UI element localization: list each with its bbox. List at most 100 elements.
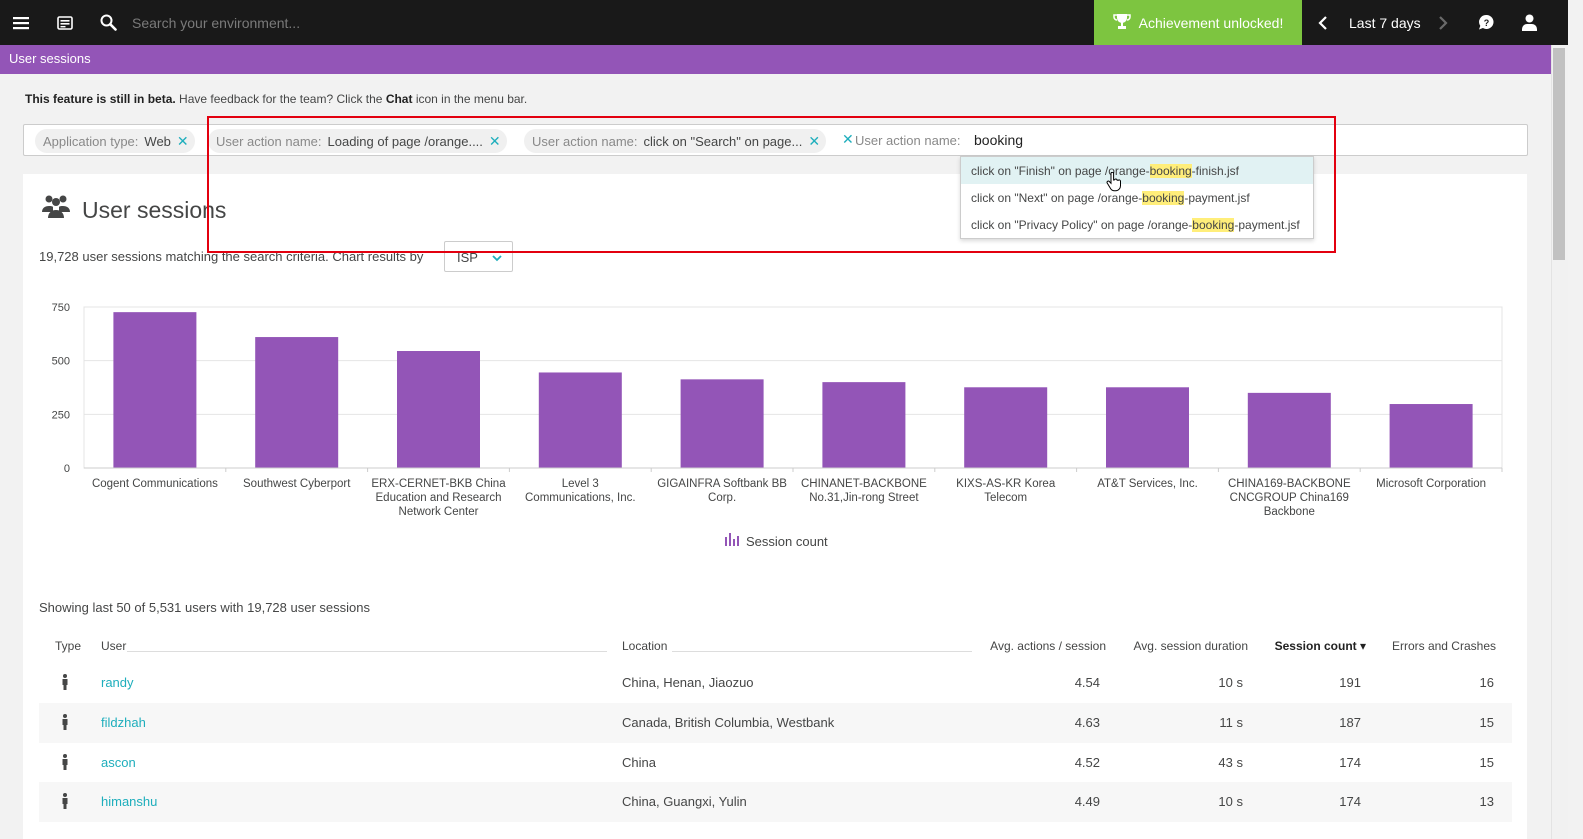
- y-tick-label: 250: [52, 409, 70, 421]
- filter-chip-value: click on "Search" on page...: [643, 133, 803, 149]
- chart-legend[interactable]: Session count: [725, 533, 828, 549]
- user-profile-icon[interactable]: [1518, 0, 1540, 45]
- search-input[interactable]: [130, 10, 630, 36]
- x-tick-label: Cogent Communications: [92, 478, 218, 490]
- suggestion-suffix: -payment.jsf: [1184, 190, 1250, 205]
- menu-icon[interactable]: [8, 0, 34, 45]
- avg-duration-cell: 43 s: [1218, 755, 1243, 770]
- suggestion-prefix: click on "Finish" on page /orange-: [971, 163, 1150, 178]
- x-tick-label: CNCGROUP China169: [1230, 492, 1349, 504]
- header-divider: [127, 651, 607, 652]
- beta-notice-text-end: icon in the menu bar.: [412, 92, 528, 106]
- filter-bar[interactable]: Application type: Web ✕ User action name…: [23, 124, 1528, 156]
- x-tick-label: AT&T Services, Inc.: [1097, 478, 1198, 490]
- table-summary: Showing last 50 of 5,531 users with 19,7…: [39, 600, 370, 615]
- suggestion-match: booking: [1192, 217, 1235, 232]
- suggestion-match: booking: [1149, 163, 1192, 178]
- location-cell: Canada, British Columbia, Westbank: [622, 715, 835, 730]
- column-header-location[interactable]: Location: [622, 639, 668, 653]
- bar-chart-icon: [725, 533, 740, 549]
- bar: [538, 372, 622, 468]
- filter-chip-user-action-loading: User action name: Loading of page /orang…: [208, 129, 507, 153]
- column-header-session-count[interactable]: Session count ▾: [1274, 639, 1366, 653]
- filter-chip-key: User action name:: [532, 133, 638, 149]
- avg-actions-cell: 4.52: [1074, 755, 1100, 770]
- dashboard-icon[interactable]: [52, 0, 78, 45]
- x-tick-label: No.31,Jin-rong Street: [809, 492, 919, 504]
- user-link[interactable]: randy: [101, 675, 134, 690]
- bar: [822, 382, 906, 468]
- person-icon: [61, 714, 69, 733]
- x-tick-label: CHINA169-BACKBONE: [1228, 478, 1351, 490]
- suggestion-item[interactable]: click on "Next" on page /orange-booking -…: [961, 184, 1313, 211]
- table-row: ascon China 4.52 43 s 174 15: [39, 743, 1512, 783]
- location-cell: China, Guangxi, Yulin: [622, 794, 747, 809]
- filter-value-input[interactable]: [972, 131, 1172, 149]
- column-header-avg-duration[interactable]: Avg. session duration: [1133, 639, 1248, 653]
- avg-actions-cell: 4.49: [1074, 794, 1100, 809]
- filter-chip-value: Loading of page /orange....: [327, 133, 483, 149]
- user-link[interactable]: fildzhah: [101, 715, 146, 730]
- user-link[interactable]: ascon: [101, 755, 136, 770]
- x-tick-label: Telecom: [984, 492, 1027, 504]
- filter-chip-value: Web: [144, 133, 171, 149]
- top-bar: Achievement unlocked! Last 7 days ?: [0, 0, 1568, 45]
- suggestion-item[interactable]: click on "Privacy Policy" on page /orang…: [961, 211, 1313, 238]
- location-cell: China, Henan, Jiaozuo: [622, 675, 754, 690]
- x-tick-label: ERX-CERNET-BKB China: [371, 478, 506, 490]
- avg-actions-cell: 4.63: [1074, 715, 1100, 730]
- beta-notice-bold: This feature is still in beta.: [25, 92, 176, 106]
- x-tick-label: Level 3: [562, 478, 599, 490]
- chat-icon[interactable]: ?: [1474, 0, 1498, 45]
- chevron-right-icon[interactable]: [1432, 0, 1454, 45]
- location-cell: China: [622, 755, 656, 770]
- chevron-down-icon: [492, 250, 502, 265]
- errors-cell: 15: [1479, 755, 1494, 770]
- clear-active-filter-icon[interactable]: ✕: [842, 131, 854, 147]
- person-icon: [61, 793, 69, 812]
- session-count-cell: 187: [1339, 715, 1361, 730]
- scrollbar-thumb[interactable]: [1553, 48, 1565, 260]
- x-tick-label: KIXS-AS-KR Korea: [956, 478, 1056, 490]
- remove-filter-icon[interactable]: ✕: [488, 132, 501, 149]
- session-count-cell: 174: [1339, 755, 1361, 770]
- table-row: randy China, Henan, Jiaozuo 4.54 10 s 19…: [39, 663, 1512, 703]
- column-header-errors[interactable]: Errors and Crashes: [1391, 639, 1496, 653]
- bar: [680, 379, 764, 468]
- timeframe-selector[interactable]: Last 7 days: [1349, 15, 1421, 31]
- achievement-label: Achievement unlocked!: [1138, 14, 1284, 31]
- suggestion-suffix: -finish.jsf: [1191, 163, 1240, 178]
- bar: [1247, 392, 1331, 468]
- user-link[interactable]: himanshu: [101, 794, 158, 809]
- achievement-button[interactable]: Achievement unlocked!: [1094, 0, 1302, 45]
- suggestion-dropdown: click on "Finish" on page /orange-bookin…: [960, 156, 1314, 239]
- column-header-user[interactable]: User: [101, 639, 127, 653]
- panel-title: User sessions: [82, 197, 227, 223]
- search-icon: [96, 0, 120, 45]
- y-tick-label: 0: [64, 463, 70, 475]
- page-header: User sessions: [0, 45, 1551, 74]
- x-tick-label: Southwest Cyberport: [243, 478, 351, 490]
- beta-notice-text: Have feedback for the team? Click the: [175, 92, 386, 106]
- bar: [1389, 404, 1473, 468]
- x-tick-label: CHINANET-BACKBONE: [801, 478, 927, 490]
- filter-chip-user-action-search: User action name: click on "Search" on p…: [524, 129, 827, 153]
- column-header-avg-actions[interactable]: Avg. actions / session: [990, 639, 1106, 653]
- session-count-chart: 750 500 250 0 Cogent Communications Southwest…: [52, 302, 1503, 518]
- active-filter-key: User action name:: [855, 133, 961, 148]
- suggestion-prefix: click on "Privacy Policy" on page /orang…: [971, 217, 1193, 232]
- chart-by-value: ISP: [457, 250, 478, 265]
- person-icon: [61, 754, 69, 773]
- column-header-type[interactable]: Type: [55, 639, 82, 653]
- chevron-left-icon[interactable]: [1312, 0, 1334, 45]
- errors-cell: 15: [1479, 715, 1494, 730]
- remove-filter-icon[interactable]: ✕: [808, 132, 821, 149]
- hand-cursor-icon: [1106, 171, 1122, 195]
- x-tick-label: Communications, Inc.: [525, 492, 636, 504]
- chart-by-select[interactable]: ISP: [444, 241, 513, 272]
- errors-cell: 16: [1479, 675, 1494, 690]
- y-tick-label: 750: [52, 302, 70, 314]
- bar: [397, 351, 480, 468]
- remove-filter-icon[interactable]: ✕: [176, 132, 189, 149]
- suggestion-item[interactable]: click on "Finish" on page /orange-bookin…: [961, 157, 1313, 184]
